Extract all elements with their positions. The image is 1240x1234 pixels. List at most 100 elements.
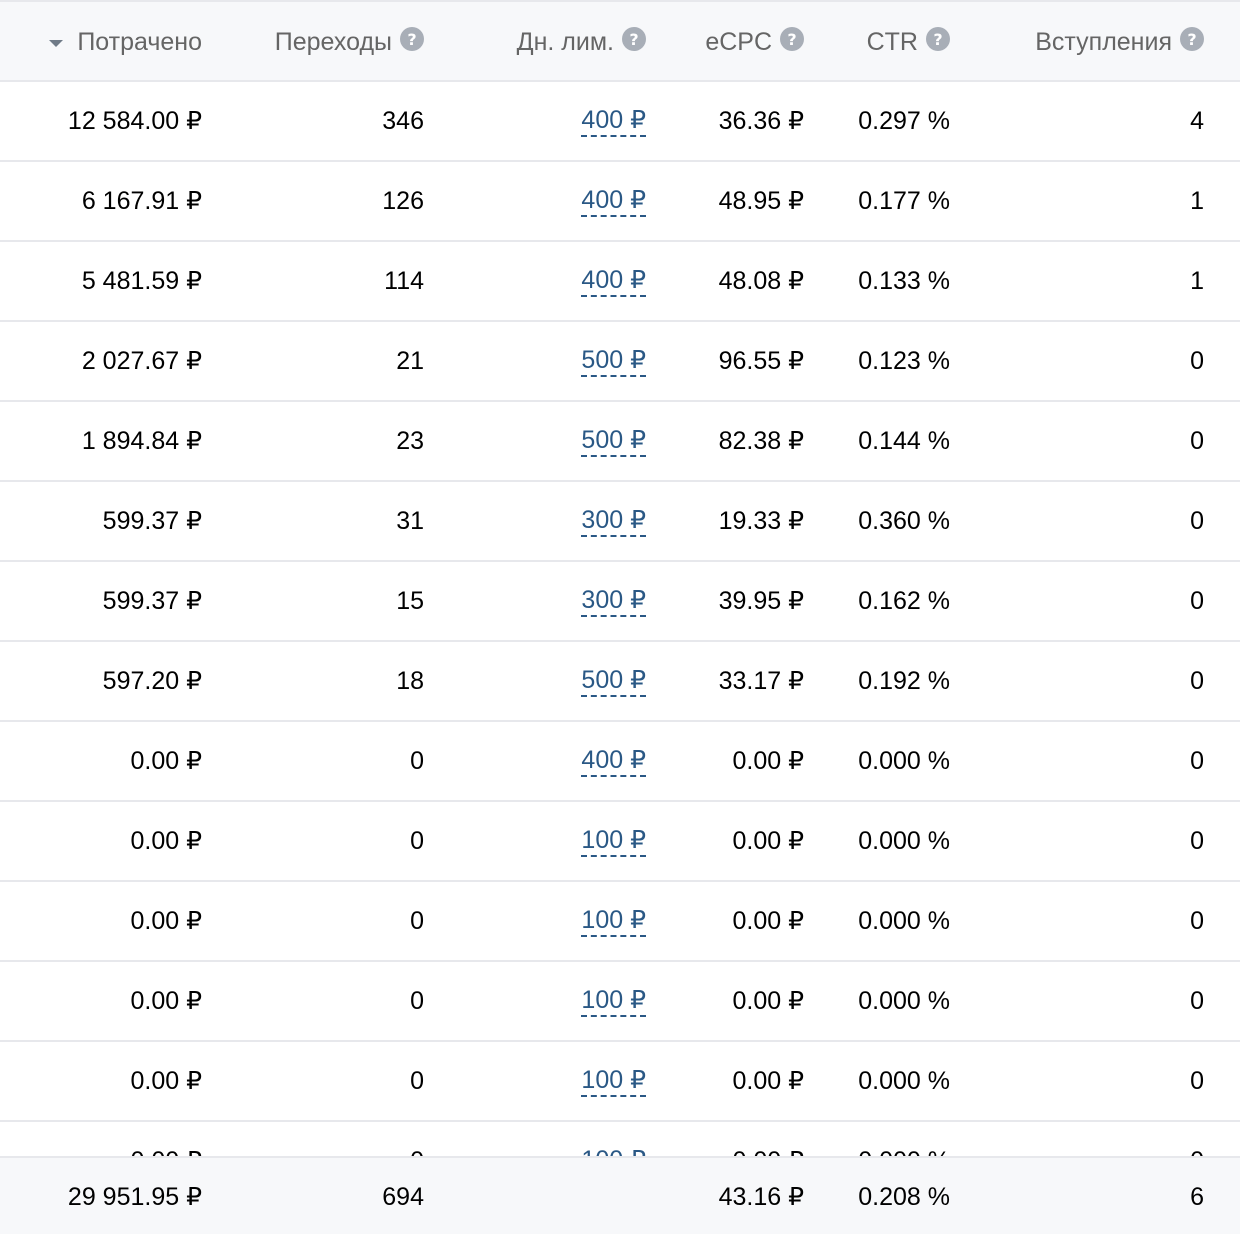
table-row[interactable]: 12 584.00 ₽ 346 400 ₽ 36.36 ₽ 0.297 % 4 bbox=[0, 82, 1240, 162]
cell-daily-limit[interactable]: 100 ₽ bbox=[440, 802, 646, 880]
table-row[interactable]: 599.37 ₽ 15 300 ₽ 39.95 ₽ 0.162 % 0 bbox=[0, 562, 1240, 642]
daily-limit-link[interactable]: 400 ₽ bbox=[581, 266, 646, 297]
cell-clicks: 0 bbox=[410, 746, 424, 775]
cell-joins: 0 bbox=[1190, 746, 1204, 775]
cell-clicks: 346 bbox=[382, 106, 424, 135]
cell-ecpc: 0.00 ₽ bbox=[732, 747, 804, 775]
table-row[interactable]: 1 894.84 ₽ 23 500 ₽ 82.38 ₽ 0.144 % 0 bbox=[0, 402, 1240, 482]
cell-daily-limit[interactable]: 400 ₽ bbox=[440, 722, 646, 800]
daily-limit-link[interactable]: 100 ₽ bbox=[581, 986, 646, 1017]
daily-limit-link[interactable]: 400 ₽ bbox=[581, 106, 646, 137]
cell-joins: 0 bbox=[1190, 826, 1204, 855]
cell-ctr: 0.192 % bbox=[858, 666, 950, 695]
table-row[interactable]: 597.20 ₽ 18 500 ₽ 33.17 ₽ 0.192 % 0 bbox=[0, 642, 1240, 722]
column-header-joins[interactable]: Вступления ? bbox=[980, 2, 1204, 82]
daily-limit-link[interactable]: 500 ₽ bbox=[581, 346, 646, 377]
cell-daily-limit[interactable]: 500 ₽ bbox=[440, 322, 646, 400]
help-icon[interactable]: ? bbox=[622, 27, 646, 51]
total-ecpc: 43.16 ₽ bbox=[718, 1183, 804, 1211]
cell-ctr: 0.000 % bbox=[858, 986, 950, 1015]
cell-ecpc: 82.38 ₽ bbox=[718, 427, 804, 455]
cell-spent: 599.37 ₽ bbox=[102, 587, 202, 615]
cell-daily-limit[interactable]: 500 ₽ bbox=[440, 642, 646, 720]
cell-ecpc: 0.00 ₽ bbox=[732, 987, 804, 1015]
cell-daily-limit[interactable]: 100 ₽ bbox=[440, 882, 646, 960]
cell-daily-limit[interactable]: 100 ₽ bbox=[440, 962, 646, 1040]
cell-ctr: 0.133 % bbox=[858, 266, 950, 295]
table-row[interactable]: 0.00 ₽ 0 100 ₽ 0.00 ₽ 0.000 % 0 bbox=[0, 802, 1240, 882]
daily-limit-link[interactable]: 500 ₽ bbox=[581, 666, 646, 697]
cell-joins: 0 bbox=[1190, 906, 1204, 935]
cell-ctr: 0.144 % bbox=[858, 426, 950, 455]
column-header-clicks[interactable]: Переходы ? bbox=[220, 2, 424, 82]
daily-limit-link[interactable]: 100 ₽ bbox=[581, 906, 646, 937]
table-row[interactable]: 0.00 ₽ 0 100 ₽ 0.00 ₽ 0.000 % 0 bbox=[0, 882, 1240, 962]
cell-joins: 0 bbox=[1190, 506, 1204, 535]
help-icon[interactable]: ? bbox=[926, 27, 950, 51]
column-header-spent-label: Потрачено bbox=[77, 27, 202, 56]
cell-ecpc: 48.08 ₽ bbox=[718, 267, 804, 295]
total-ctr: 0.208 % bbox=[858, 1182, 950, 1211]
help-icon[interactable]: ? bbox=[400, 27, 424, 51]
cell-spent: 0.00 ₽ bbox=[130, 1067, 202, 1095]
cell-daily-limit[interactable]: 400 ₽ bbox=[440, 82, 646, 160]
cell-ecpc: 39.95 ₽ bbox=[718, 587, 804, 615]
daily-limit-link[interactable]: 300 ₽ bbox=[581, 586, 646, 617]
help-icon[interactable]: ? bbox=[1180, 27, 1204, 51]
cell-daily-limit[interactable]: 400 ₽ bbox=[440, 162, 646, 240]
cell-spent: 12 584.00 ₽ bbox=[67, 107, 202, 135]
cell-daily-limit[interactable]: 300 ₽ bbox=[440, 562, 646, 640]
cell-daily-limit[interactable]: 400 ₽ bbox=[440, 242, 646, 320]
table-row[interactable]: 0.00 ₽ 0 100 ₽ 0.00 ₽ 0.000 % 0 bbox=[0, 962, 1240, 1042]
total-clicks: 694 bbox=[382, 1182, 424, 1211]
cell-ctr: 0.177 % bbox=[858, 186, 950, 215]
daily-limit-link[interactable]: 400 ₽ bbox=[581, 746, 646, 777]
cell-ecpc: 48.95 ₽ bbox=[718, 187, 804, 215]
cell-daily-limit[interactable]: 300 ₽ bbox=[440, 482, 646, 560]
daily-limit-link[interactable]: 100 ₽ bbox=[581, 826, 646, 857]
column-header-clicks-label: Переходы bbox=[274, 27, 392, 56]
cell-clicks: 0 bbox=[410, 826, 424, 855]
cell-clicks: 21 bbox=[396, 346, 424, 375]
table-row[interactable]: 2 027.67 ₽ 21 500 ₽ 96.55 ₽ 0.123 % 0 bbox=[0, 322, 1240, 402]
cell-daily-limit[interactable]: 100 ₽ bbox=[440, 1042, 646, 1120]
cell-clicks: 18 bbox=[396, 666, 424, 695]
table-row[interactable]: 5 481.59 ₽ 114 400 ₽ 48.08 ₽ 0.133 % 1 bbox=[0, 242, 1240, 322]
daily-limit-link[interactable]: 400 ₽ bbox=[581, 186, 646, 217]
cell-joins: 4 bbox=[1190, 106, 1204, 135]
cell-clicks: 31 bbox=[396, 506, 424, 535]
column-header-ctr-label: CTR bbox=[866, 27, 918, 56]
table-row[interactable]: 6 167.91 ₽ 126 400 ₽ 48.95 ₽ 0.177 % 1 bbox=[0, 162, 1240, 242]
cell-ecpc: 33.17 ₽ bbox=[718, 667, 804, 695]
daily-limit-link[interactable]: 100 ₽ bbox=[581, 1066, 646, 1097]
cell-clicks: 114 bbox=[384, 266, 424, 295]
cell-clicks: 0 bbox=[410, 986, 424, 1015]
sort-desc-icon bbox=[49, 39, 64, 47]
cell-ctr: 0.360 % bbox=[858, 506, 950, 535]
column-header-ecpc-label: eCPC bbox=[705, 27, 772, 56]
total-joins: 6 bbox=[1190, 1182, 1204, 1211]
column-header-daily-limit-label: Дн. лим. bbox=[516, 27, 614, 56]
cell-ecpc: 0.00 ₽ bbox=[732, 827, 804, 855]
cell-joins: 0 bbox=[1190, 426, 1204, 455]
cell-spent: 0.00 ₽ bbox=[130, 987, 202, 1015]
column-header-spent[interactable]: Потрачено bbox=[0, 2, 202, 82]
daily-limit-link[interactable]: 300 ₽ bbox=[581, 506, 646, 537]
cell-joins: 0 bbox=[1190, 346, 1204, 375]
daily-limit-link[interactable]: 500 ₽ bbox=[581, 426, 646, 457]
table-row[interactable]: 0.00 ₽ 0 400 ₽ 0.00 ₽ 0.000 % 0 bbox=[0, 722, 1240, 802]
total-spent: 29 951.95 ₽ bbox=[67, 1183, 202, 1211]
help-icon[interactable]: ? bbox=[780, 27, 804, 51]
cell-clicks: 23 bbox=[396, 426, 424, 455]
cell-spent: 599.37 ₽ bbox=[102, 507, 202, 535]
table-header: Потрачено Переходы ? Дн. лим. ? eCPC ? C… bbox=[0, 0, 1240, 82]
column-header-daily-limit[interactable]: Дн. лим. ? bbox=[440, 2, 646, 82]
cell-spent: 2 027.67 ₽ bbox=[81, 347, 202, 375]
column-header-ecpc[interactable]: eCPC ? bbox=[660, 2, 804, 82]
cell-daily-limit[interactable]: 500 ₽ bbox=[440, 402, 646, 480]
cell-spent: 0.00 ₽ bbox=[130, 827, 202, 855]
cell-ecpc: 36.36 ₽ bbox=[718, 107, 804, 135]
column-header-ctr[interactable]: CTR ? bbox=[820, 2, 950, 82]
table-row[interactable]: 0.00 ₽ 0 100 ₽ 0.00 ₽ 0.000 % 0 bbox=[0, 1042, 1240, 1122]
table-row[interactable]: 599.37 ₽ 31 300 ₽ 19.33 ₽ 0.360 % 0 bbox=[0, 482, 1240, 562]
